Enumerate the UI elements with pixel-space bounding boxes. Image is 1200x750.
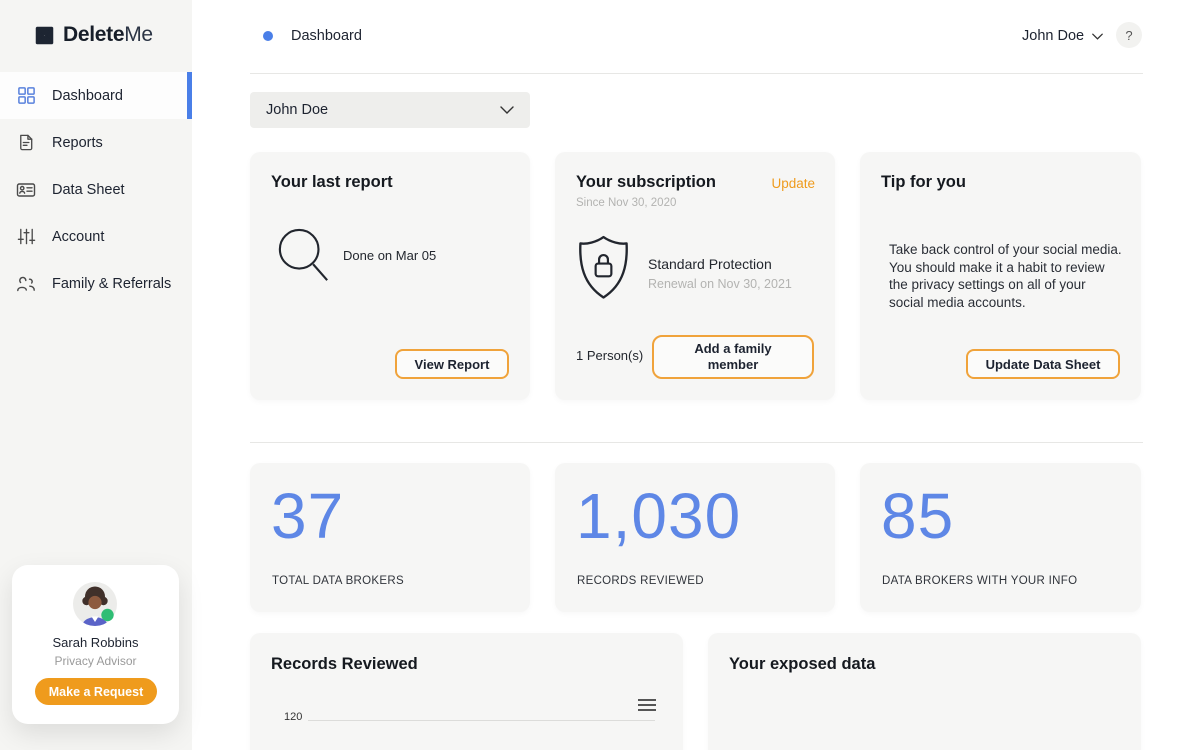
page-status-dot	[263, 31, 273, 41]
subscription-plan: Standard Protection	[648, 256, 772, 272]
add-family-member-button[interactable]: Add a family member	[652, 335, 814, 379]
stat-card-records-reviewed: 1,030 RECORDS REVIEWED	[555, 463, 835, 612]
sidebar-item-reports[interactable]: Reports	[0, 119, 192, 166]
view-report-button[interactable]: View Report	[395, 349, 509, 379]
chevron-down-icon	[500, 106, 514, 114]
stat-card-brokers-with-info: 85 DATA BROKERS WITH YOUR INFO	[860, 463, 1141, 612]
subscription-renewal: Renewal on Nov 30, 2021	[648, 277, 792, 291]
records-reviewed-chart-card: Records Reviewed 120	[250, 633, 683, 750]
advisor-name: Sarah Robbins	[52, 635, 139, 650]
profile-select[interactable]: John Doe	[250, 92, 530, 128]
update-data-sheet-button[interactable]: Update Data Sheet	[966, 349, 1120, 379]
exposed-data-title: Your exposed data	[729, 655, 876, 673]
sidebar-item-data-sheet[interactable]: Data Sheet	[0, 166, 192, 213]
stat-value: 37	[271, 480, 345, 552]
divider	[250, 73, 1143, 74]
exposed-data-card: Your exposed data	[708, 633, 1141, 750]
sidebar-nav: Dashboard Reports Data Shee	[0, 72, 192, 307]
sliders-icon	[16, 227, 36, 247]
subscription-since: Since Nov 30, 2020	[576, 197, 677, 209]
sidebar: DeleteMe Dashboard Reports	[0, 0, 192, 750]
update-subscription-link[interactable]: Update	[771, 176, 815, 191]
sidebar-item-dashboard[interactable]: Dashboard	[0, 72, 192, 119]
subscription-card: Your subscription Update Since Nov 30, 2…	[555, 152, 835, 400]
sidebar-item-family-referrals[interactable]: Family & Referrals	[0, 260, 192, 307]
page-title: Dashboard	[291, 28, 362, 44]
privacy-advisor-card: Sarah Robbins Privacy Advisor Make a Req…	[12, 565, 179, 724]
sidebar-item-label: Family & Referrals	[52, 275, 172, 292]
brand-logo: DeleteMe	[0, 0, 192, 47]
sidebar-item-label: Dashboard	[52, 87, 123, 104]
id-card-icon	[16, 180, 36, 200]
last-report-card: Your last report Done on Mar 05 View Rep…	[250, 152, 530, 400]
subscription-title: Your subscription	[576, 173, 716, 191]
last-report-title: Your last report	[271, 173, 393, 191]
sidebar-item-account[interactable]: Account	[0, 213, 192, 260]
grid-icon	[16, 86, 36, 106]
help-button[interactable]: ?	[1116, 22, 1142, 48]
tip-card: Tip for you Take back control of your so…	[860, 152, 1141, 400]
brand-name-bold: Delete	[63, 23, 125, 46]
user-name: John Doe	[1022, 28, 1085, 44]
chart-gridline	[308, 720, 655, 721]
people-icon	[16, 274, 36, 294]
profile-select-value: John Doe	[266, 102, 329, 118]
deleteme-x-icon	[34, 25, 55, 46]
brand-name: DeleteMe	[63, 23, 153, 47]
help-icon: ?	[1125, 27, 1133, 43]
shield-lock-icon	[576, 234, 631, 306]
sidebar-item-label: Data Sheet	[52, 181, 125, 198]
tip-title: Tip for you	[881, 173, 966, 191]
stat-label: RECORDS REVIEWED	[577, 575, 704, 587]
brand-name-light: Me	[124, 23, 153, 46]
divider	[250, 442, 1143, 443]
magnifier-icon	[276, 226, 332, 293]
make-a-request-button[interactable]: Make a Request	[35, 678, 157, 705]
stat-label: DATA BROKERS WITH YOUR INFO	[882, 575, 1078, 587]
subscription-members: 1 Person(s)	[576, 348, 644, 363]
user-menu[interactable]: John Doe	[1022, 28, 1103, 44]
last-report-status: Done on Mar 05	[343, 248, 437, 263]
advisor-avatar	[72, 581, 118, 627]
stat-card-total-brokers: 37 TOTAL DATA BROKERS	[250, 463, 530, 612]
records-reviewed-chart-title: Records Reviewed	[271, 655, 418, 673]
advisor-role: Privacy Advisor	[54, 654, 137, 668]
tip-body: Take back control of your social media. …	[889, 242, 1122, 310]
stat-value: 85	[881, 480, 955, 552]
sidebar-item-label: Reports	[52, 134, 103, 151]
stat-label: TOTAL DATA BROKERS	[272, 575, 404, 587]
document-icon	[16, 133, 36, 153]
chevron-down-icon	[1092, 33, 1103, 40]
chart-y-tick: 120	[284, 711, 303, 723]
chart-menu-icon[interactable]	[638, 699, 656, 714]
sidebar-item-label: Account	[52, 228, 105, 245]
stat-value: 1,030	[576, 480, 742, 552]
